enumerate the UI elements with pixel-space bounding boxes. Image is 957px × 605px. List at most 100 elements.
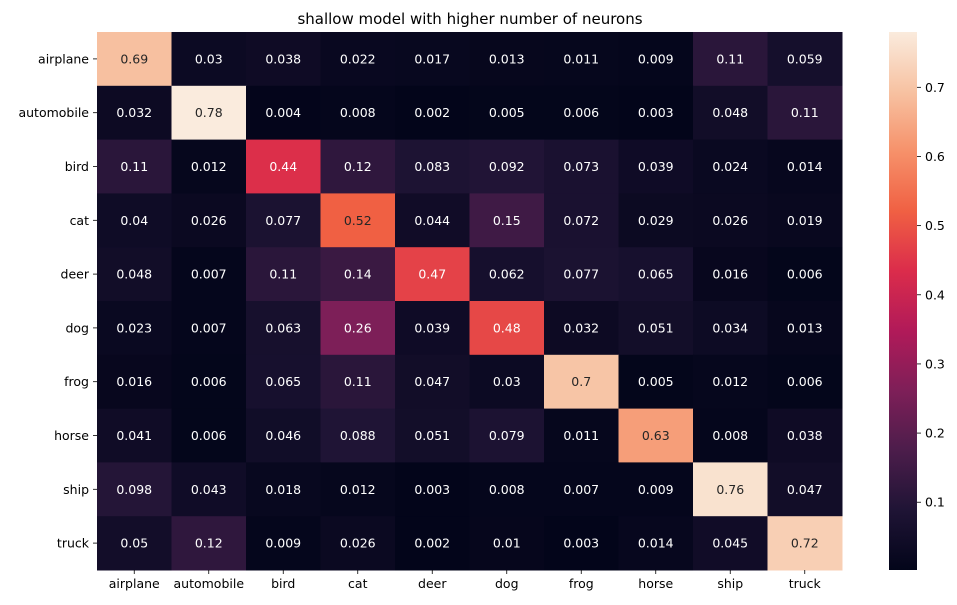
heatmap-cell: [618, 247, 694, 302]
heatmap-cell: [618, 139, 694, 194]
cell-value-label: 0.048: [712, 105, 748, 120]
cell-value-label: 0.002: [414, 105, 450, 120]
cell-value-label: 0.004: [265, 105, 301, 120]
heatmap-cell: [97, 85, 172, 141]
cell-value-label: 0.47: [418, 267, 446, 282]
heatmap-cell: [693, 354, 768, 410]
colorbar-tick-label: 0.2: [925, 426, 945, 441]
cell-value-label: 0.026: [191, 213, 227, 228]
heatmap-cell: [469, 193, 545, 248]
cell-value-label: 0.69: [120, 51, 148, 66]
heatmap-cell: [246, 32, 321, 87]
heatmap-cell: [544, 516, 619, 571]
cell-value-label: 0.013: [787, 320, 823, 335]
cell-value-label: 0.077: [265, 213, 301, 228]
cell-value-label: 0.63: [642, 428, 670, 443]
cell-value-label: 0.011: [563, 51, 599, 66]
heatmap-cell: [171, 247, 247, 302]
cell-value-label: 0.083: [414, 159, 450, 174]
cell-value-label: 0.006: [191, 374, 227, 389]
colorbar: [889, 32, 917, 570]
cell-value-label: 0.016: [712, 267, 748, 282]
heatmap-cell: [544, 462, 619, 517]
heatmap-cell: [320, 354, 396, 410]
cell-value-label: 0.007: [563, 482, 599, 497]
cell-value-label: 0.006: [563, 105, 599, 120]
heatmap-cell: [97, 247, 172, 302]
heatmap-cell: [246, 85, 321, 141]
heatmap-cell: [246, 193, 321, 248]
cell-value-label: 0.051: [414, 428, 450, 443]
cell-value-label: 0.017: [414, 51, 450, 66]
heatmap-cell: [767, 301, 843, 356]
heatmap-cell: [693, 301, 768, 356]
heatmap-cell: [97, 139, 172, 194]
cell-value-label: 0.005: [638, 374, 674, 389]
heatmap-cell: [544, 139, 619, 194]
colorbar-tick-label: 0.5: [925, 218, 945, 233]
cell-value-label: 0.032: [116, 105, 152, 120]
heatmap-cell: [693, 247, 768, 302]
heatmap-cell: [320, 32, 396, 87]
y-tick-label: horse: [54, 428, 89, 443]
cell-value-label: 0.044: [414, 213, 450, 228]
cell-value-label: 0.048: [116, 267, 152, 282]
cell-value-label: 0.063: [265, 320, 301, 335]
cell-value-label: 0.026: [712, 213, 748, 228]
cell-value-label: 0.039: [638, 159, 674, 174]
heatmap-cell: [320, 139, 396, 194]
heatmap-cell: [97, 32, 172, 87]
cell-value-label: 0.045: [712, 536, 748, 551]
heatmap-cell: [469, 85, 545, 141]
cell-value-label: 0.032: [563, 320, 599, 335]
cell-value-label: 0.006: [787, 267, 823, 282]
y-tick-label: automobile: [18, 105, 89, 120]
heatmap-cell: [544, 247, 619, 302]
heatmap-cell: [395, 139, 470, 194]
cell-value-label: 0.48: [493, 320, 521, 335]
cell-value-label: 0.012: [191, 159, 227, 174]
heatmap-cell: [544, 193, 619, 248]
cell-value-label: 0.006: [787, 374, 823, 389]
heatmap-cell: [320, 516, 396, 571]
cell-value-label: 0.03: [493, 374, 521, 389]
cell-value-label: 0.002: [414, 536, 450, 551]
x-axis-ticks: airplane automobile bird cat deer dog frog hors…: [109, 570, 822, 591]
cell-value-label: 0.52: [344, 213, 372, 228]
heatmap-cell: [171, 301, 247, 356]
cell-value-label: 0.7: [571, 374, 591, 389]
heatmap-cell: [618, 193, 694, 248]
y-tick-label: truck: [57, 536, 90, 551]
heatmap-cell: [171, 462, 247, 517]
heatmap-cells: [97, 32, 843, 571]
colorbar-tick-label: 0.7: [925, 80, 945, 95]
heatmap-cell: [693, 408, 768, 463]
x-tick-label: deer: [418, 576, 447, 591]
cell-value-label: 0.014: [787, 159, 823, 174]
heatmap-cell-labels: 0.69 0.03 0.038 0.022 0.017 0.013 0.011 0.009 0.…: [116, 51, 822, 550]
cell-value-label: 0.72: [791, 536, 819, 551]
heatmap-cell: [767, 516, 843, 571]
heatmap-cell: [693, 462, 768, 517]
heatmap-cell: [618, 516, 694, 571]
cell-value-label: 0.44: [269, 159, 297, 174]
cell-value-label: 0.11: [120, 159, 148, 174]
heatmap-cell: [618, 462, 694, 517]
heatmap-cell: [693, 139, 768, 194]
cell-value-label: 0.03: [195, 51, 223, 66]
heatmap-cell: [320, 85, 396, 141]
heatmap-cell: [469, 247, 545, 302]
heatmap-cell: [97, 408, 172, 463]
heatmap-cell: [246, 516, 321, 571]
cell-value-label: 0.005: [489, 105, 525, 120]
heatmap-cell: [544, 32, 619, 87]
x-tick-label: horse: [638, 576, 673, 591]
cell-value-label: 0.11: [344, 374, 372, 389]
heatmap-cell: [618, 32, 694, 87]
heatmap-cell: [246, 462, 321, 517]
heatmap-cell: [97, 193, 172, 248]
cell-value-label: 0.003: [414, 482, 450, 497]
cell-value-label: 0.012: [340, 482, 376, 497]
